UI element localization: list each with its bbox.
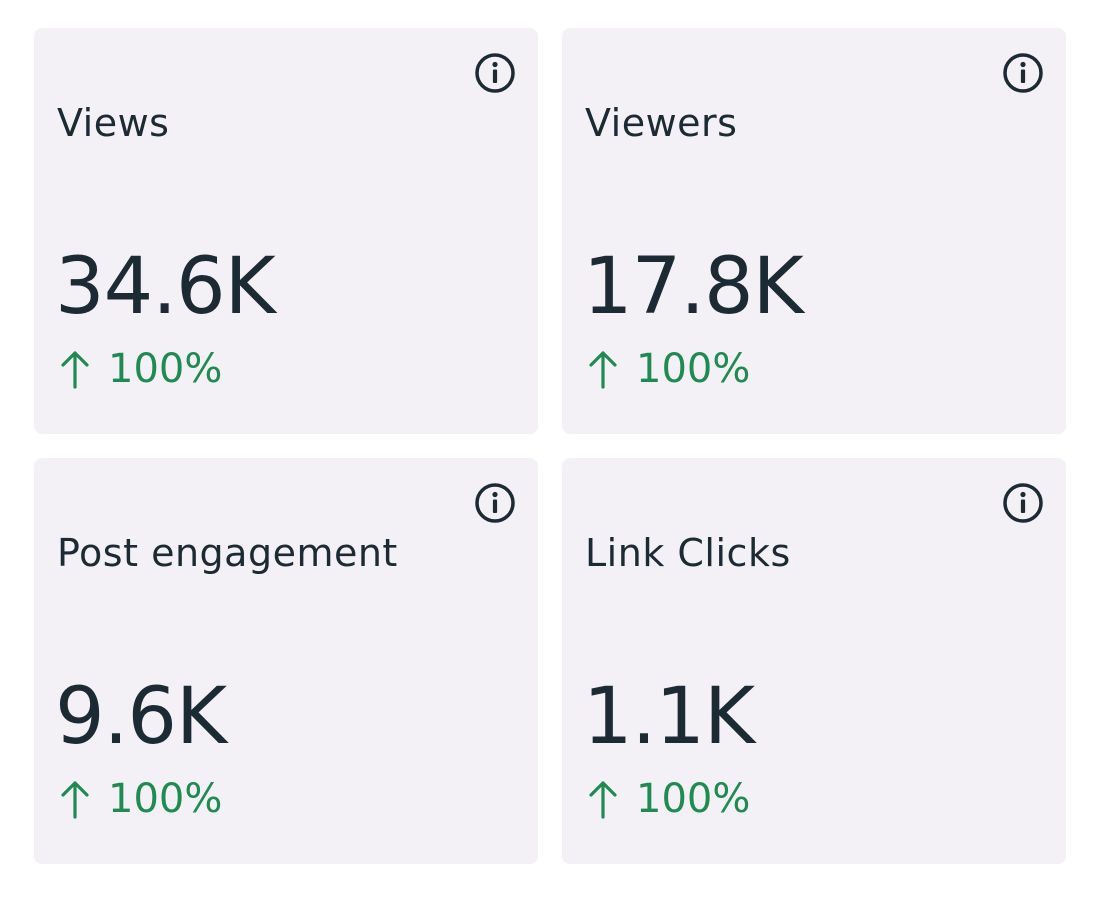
metric-value: 9.6K [55, 672, 227, 762]
metric-label: Views [57, 101, 170, 145]
metric-value: 17.8K [583, 242, 804, 332]
change-percent: 100% [636, 346, 751, 392]
info-icon[interactable] [474, 52, 516, 94]
arrow-up-icon [61, 351, 89, 389]
change-percent: 100% [108, 776, 223, 822]
change-percent: 100% [636, 776, 751, 822]
metric-change: 100% [58, 772, 222, 826]
metric-change: 100% [586, 772, 750, 826]
metric-card-viewers: Viewers 17.8K 100% [562, 28, 1066, 434]
metric-card-post-engagement: Post engagement 9.6K 100% [34, 458, 538, 864]
metric-change: 100% [58, 342, 222, 396]
metric-label: Post engagement [57, 531, 398, 575]
metric-card-link-clicks: Link Clicks 1.1K 100% [562, 458, 1066, 864]
metrics-grid: Views 34.6K 100% Viewers 17.8K 100% [34, 28, 1066, 864]
arrow-up-icon [61, 781, 89, 819]
change-percent: 100% [108, 346, 223, 392]
info-icon[interactable] [1002, 482, 1044, 524]
metric-label: Viewers [585, 101, 738, 145]
info-icon[interactable] [1002, 52, 1044, 94]
arrow-up-icon [589, 351, 617, 389]
metric-label: Link Clicks [585, 531, 791, 575]
arrow-up-icon [589, 781, 617, 819]
metric-change: 100% [586, 342, 750, 396]
metric-value: 1.1K [583, 672, 755, 762]
metric-card-views: Views 34.6K 100% [34, 28, 538, 434]
info-icon[interactable] [474, 482, 516, 524]
metric-value: 34.6K [55, 242, 276, 332]
